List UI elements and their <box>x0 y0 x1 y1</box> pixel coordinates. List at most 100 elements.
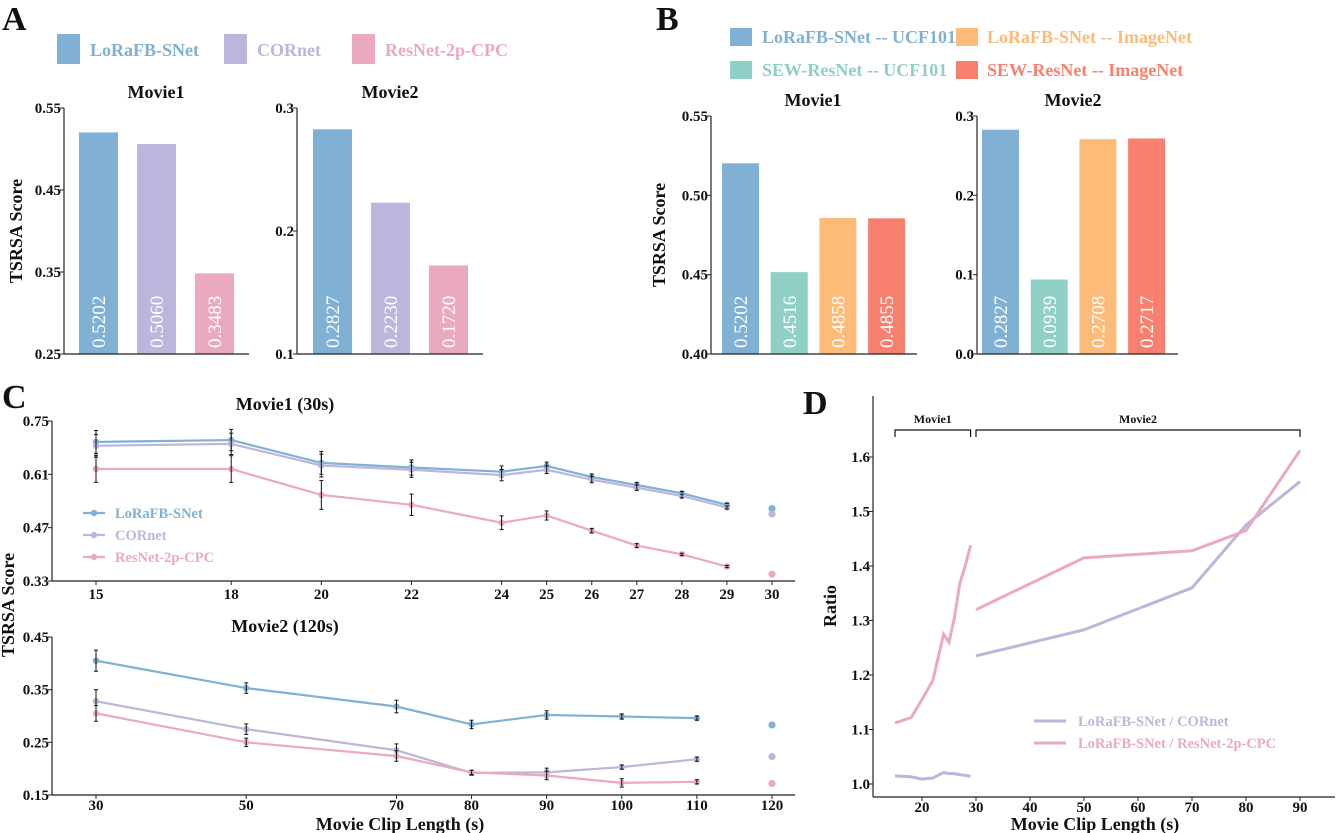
bar-value-label: 0.1720 <box>439 296 460 348</box>
bar-chart-a-movie2: 0.2827 0.2230 0.1720 0.3 0.2 0.1 Movie2 <box>275 82 483 363</box>
panel-letter-d: D <box>803 385 828 422</box>
bar <box>982 129 1019 354</box>
x-tick-label: 28 <box>674 587 689 603</box>
legend-label: CORnet <box>257 40 321 60</box>
y-tick-label: 0.33 <box>23 574 49 590</box>
y-axis-label: Ratio <box>820 585 840 627</box>
full-length-point <box>768 721 776 729</box>
series-lorafb-snet-resnet-2p-cpc <box>894 449 1302 725</box>
x-tick-label: 50 <box>239 798 254 814</box>
series-lorafb-snet <box>92 649 776 730</box>
series-line <box>95 438 728 506</box>
full-length-point <box>768 570 776 578</box>
panel-letter-a: A <box>2 1 27 38</box>
x-tick-label: 20 <box>314 587 329 603</box>
bar <box>819 217 857 354</box>
bar <box>1128 138 1166 354</box>
legend-swatch <box>224 34 247 64</box>
y-tick-label: 0.47 <box>23 521 50 537</box>
y-tick-label: 0.25 <box>23 735 49 751</box>
y-tick-label: 0.3 <box>275 101 294 117</box>
legend-swatch <box>730 28 752 46</box>
y-tick-label: 0.35 <box>23 683 49 699</box>
full-length-point <box>768 752 776 761</box>
x-tick-label: 15 <box>89 587 104 603</box>
bar-value-label: 0.4858 <box>829 296 850 348</box>
chart-title: Movie1 <box>785 90 842 110</box>
legend-label: LoRaFB-SNet -- ImageNet <box>987 27 1192 47</box>
y-tick-label: 0.61 <box>23 467 49 483</box>
bar-value-label: 0.3483 <box>205 296 226 348</box>
bar <box>313 129 352 354</box>
series-line <box>96 467 728 568</box>
bar-value-label: 0.5202 <box>731 296 752 348</box>
x-tick-label: 40 <box>1023 800 1038 816</box>
bar-chart-b-movie1: 0.5202 0.4516 0.4858 0.4855 0.55 0.50 0.45 0.40… <box>649 90 917 363</box>
y-tick-label: 0.1 <box>955 268 974 284</box>
y-axis-label: TSRSA Score <box>649 183 669 287</box>
chart-title: Movie2 <box>1045 90 1102 110</box>
series-resnet-2p-cpc <box>92 704 776 788</box>
series-resnet-2p-cpc <box>92 455 776 578</box>
x-axis-label: Movie Clip Length (s) <box>1011 814 1180 833</box>
bar <box>1079 139 1117 354</box>
legend-label: CORnet <box>115 528 167 544</box>
bar <box>137 144 176 354</box>
bar-value-label: 0.2827 <box>323 296 344 348</box>
x-tick-label: 60 <box>1131 800 1146 816</box>
bar <box>195 273 234 354</box>
y-tick-label: 0.55 <box>682 109 708 125</box>
y-tick-label: 1.1 <box>851 723 870 739</box>
y-tick-label: 0.25 <box>35 347 61 363</box>
y-tick-label: 0.3 <box>955 109 974 125</box>
y-tick-label: 0.45 <box>682 268 708 284</box>
x-tick-label: 20 <box>915 800 930 816</box>
y-tick-label: 0.2 <box>275 224 294 240</box>
bar <box>770 272 808 354</box>
series-lorafb-snet-cornet <box>894 480 1301 781</box>
y-tick-label: 0.55 <box>35 101 61 117</box>
x-tick-label: 50 <box>1077 800 1092 816</box>
y-tick-label: 1.3 <box>851 614 870 630</box>
bar-value-label: 0.5060 <box>147 296 168 348</box>
legend-swatch <box>730 61 752 79</box>
bar <box>868 218 906 354</box>
x-tick-label: 30 <box>765 587 780 603</box>
x-tick-label: 110 <box>686 798 708 814</box>
bar <box>429 265 468 354</box>
x-tick-label: 70 <box>1185 800 1200 816</box>
y-tick-label: 1.5 <box>851 505 870 521</box>
y-tick-label: 0.1 <box>275 347 294 363</box>
y-tick-label: 0.45 <box>23 630 49 646</box>
x-tick-label: 120 <box>761 798 784 814</box>
series-line <box>95 659 697 726</box>
y-tick-label: 0.35 <box>35 265 61 281</box>
annotation-label: Movie2 <box>1119 412 1157 426</box>
x-axis-label: Movie Clip Length (s) <box>316 814 485 833</box>
annotation-bracket <box>894 429 972 437</box>
x-tick-label: 30 <box>969 800 984 816</box>
x-tick-label: 30 <box>89 798 104 814</box>
legend-swatch <box>956 28 978 46</box>
legend-label: LoRaFB-SNet / CORnet <box>1078 714 1229 730</box>
x-tick-label: 80 <box>464 798 479 814</box>
legend-marker <box>90 531 98 539</box>
full-length-point <box>768 510 776 518</box>
panel-letter-b: B <box>656 1 679 38</box>
x-tick-label: 90 <box>1293 800 1308 816</box>
y-axis-label: TSRSA Score <box>0 553 18 657</box>
legend-marker <box>90 553 98 561</box>
legend-label: LoRaFB-SNet -- UCF101 <box>762 27 956 47</box>
bar-value-label: 0.2827 <box>991 296 1012 348</box>
y-tick-label: 0.15 <box>23 788 49 804</box>
bar-chart-b-movie2: 0.2827 0.0939 0.2708 0.2717 0.3 0.2 0.1 0.0 Movi… <box>955 90 1178 363</box>
bar <box>371 202 410 354</box>
series-cornet <box>92 432 776 518</box>
x-tick-label: 27 <box>629 587 645 603</box>
series-line <box>975 449 1302 611</box>
bar <box>722 163 759 354</box>
legend-label: LoRaFB-SNet / ResNet-2p-CPC <box>1078 736 1276 752</box>
y-tick-label: 0.75 <box>23 414 49 430</box>
y-tick-label: 1.0 <box>851 777 870 793</box>
y-tick-label: 0.45 <box>35 183 61 199</box>
